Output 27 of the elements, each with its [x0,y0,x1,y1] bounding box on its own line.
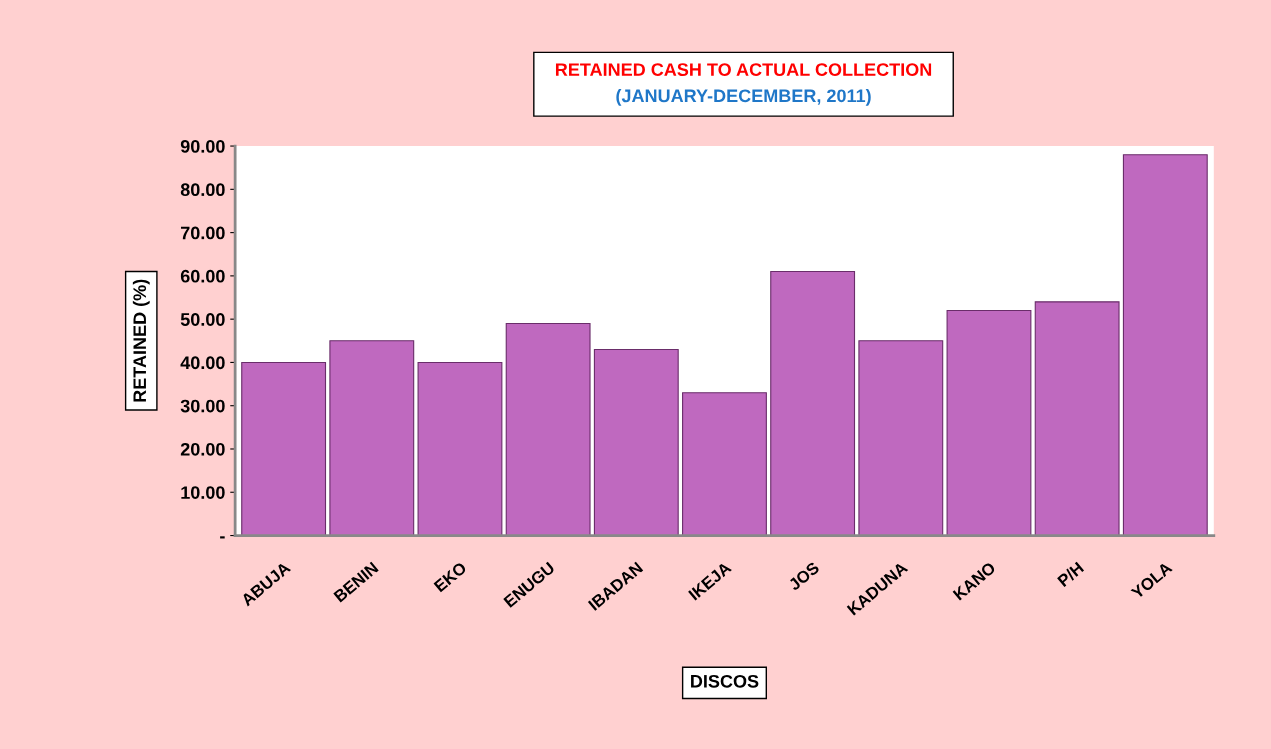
bar [682,392,767,536]
y-tick-label: 10.00 [181,486,225,499]
y-tick-label: 80.00 [180,183,225,197]
y-tick-label: 30.00 [180,399,225,413]
bar [1034,301,1120,536]
bar [1122,154,1208,536]
bar [505,322,591,536]
bar [593,348,679,536]
bar [329,340,415,536]
y-tick-label: 50.00 [180,313,225,326]
bar [946,309,1032,536]
y-tick-label: 20.00 [180,442,225,456]
bar [858,340,944,536]
x-axis-title: DISCOS [691,674,759,688]
y-tick-label: 40.00 [180,356,225,370]
y-tick-label: 90.00 [180,139,225,153]
y-tick-label: - [220,536,225,539]
bar [241,361,327,536]
bar [770,270,856,536]
y-tick-label: 70.00 [181,226,225,240]
x-tick-label: P/H [1056,561,1085,588]
bar [417,361,503,536]
chart-title: RETAINED CASH TO ACTUAL COLLECTION [555,63,932,76]
chart-subtitle: (JANUARY-DECEMBER, 2011) [616,88,871,106]
y-axis-title: RETAINED (%) [132,279,150,402]
x-tick-label: JOS [787,561,821,592]
y-tick-label: 60.00 [180,269,225,283]
